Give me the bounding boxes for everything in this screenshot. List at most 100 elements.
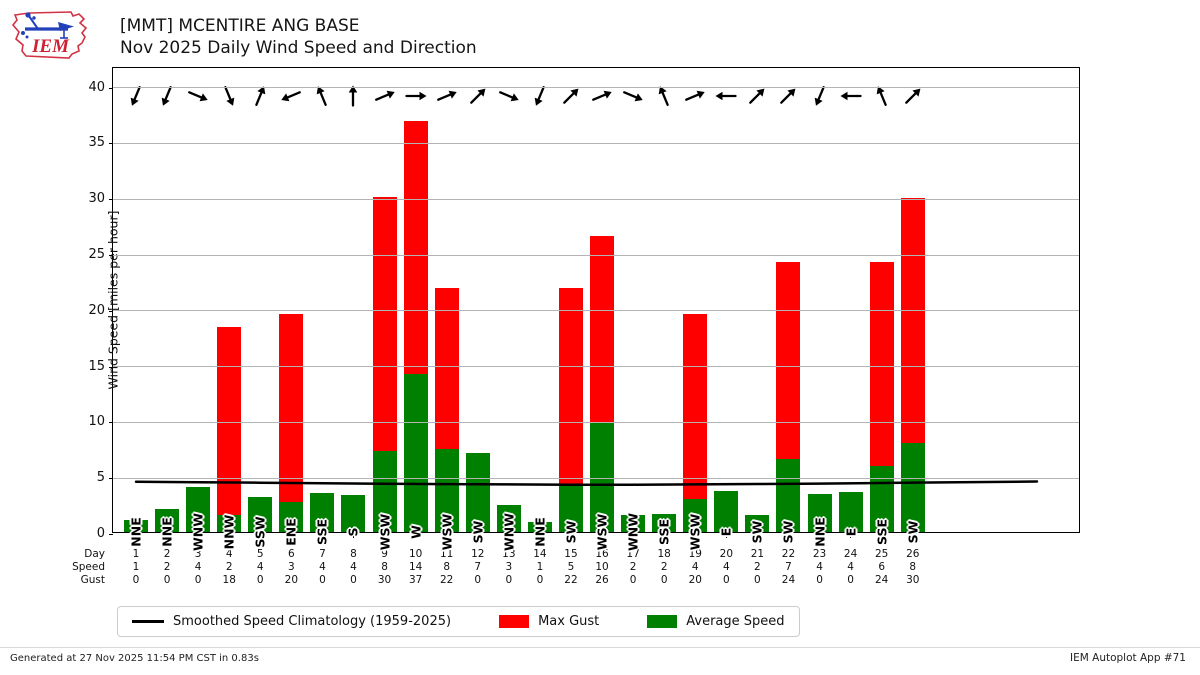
max-gust-swatch bbox=[499, 615, 530, 628]
x-tick-mark bbox=[756, 534, 758, 538]
gridline bbox=[113, 310, 1079, 312]
day-number: 16 bbox=[595, 548, 609, 560]
day-number: 3 bbox=[194, 548, 202, 560]
wind-arrow bbox=[592, 90, 612, 101]
climatology-line-sample bbox=[132, 620, 164, 623]
x-tick-mark bbox=[881, 534, 883, 538]
direction-label: NNW bbox=[221, 514, 237, 550]
avg-speed-bar bbox=[838, 491, 863, 532]
gust-number: 0 bbox=[536, 574, 544, 586]
day-number: 26 bbox=[906, 548, 920, 560]
avg-speed-bar bbox=[217, 515, 242, 532]
speed-number: 4 bbox=[350, 561, 357, 573]
legend-label-max-gust: Max Gust bbox=[538, 614, 600, 629]
day-number: 7 bbox=[319, 548, 326, 560]
y-tick-mark bbox=[109, 143, 113, 145]
x-tick-mark bbox=[290, 534, 292, 538]
gust-number: 0 bbox=[505, 574, 513, 586]
avg-speed-bar bbox=[900, 442, 925, 532]
y-tick-label: 5 bbox=[96, 470, 105, 486]
gridline bbox=[113, 87, 1079, 89]
day-number: 5 bbox=[256, 548, 264, 560]
avg-speed-bar bbox=[807, 494, 832, 532]
gridline bbox=[113, 421, 1079, 423]
x-tick-mark bbox=[850, 534, 852, 538]
wind-arrow bbox=[161, 86, 172, 106]
speed-number: 10 bbox=[595, 561, 609, 573]
day-number: 21 bbox=[750, 548, 765, 560]
gust-number: 22 bbox=[564, 574, 578, 586]
speed-number: 2 bbox=[754, 561, 761, 573]
footer-separator bbox=[0, 647, 1200, 648]
direction-label: SSE bbox=[656, 519, 672, 545]
x-tick-mark bbox=[570, 534, 572, 538]
day-number: 20 bbox=[719, 548, 734, 560]
direction-label: NNE bbox=[159, 517, 175, 547]
max-gust-bar bbox=[279, 314, 304, 532]
speed-number: 4 bbox=[319, 561, 326, 573]
avg-speed-bar bbox=[621, 515, 646, 532]
x-tick-mark bbox=[352, 534, 354, 538]
direction-label: SW bbox=[470, 520, 486, 544]
x-tick-mark bbox=[508, 534, 510, 538]
row-header-day: Day bbox=[84, 548, 105, 560]
iowa-outline bbox=[11, 11, 88, 59]
max-gust-bar bbox=[683, 314, 708, 532]
logo-text: IEM bbox=[31, 36, 70, 57]
direction-label: S bbox=[345, 527, 361, 537]
speed-number: 4 bbox=[722, 561, 730, 573]
day-number: 8 bbox=[350, 548, 357, 560]
gust-number: 30 bbox=[377, 574, 392, 586]
avg-speed-bar bbox=[683, 498, 708, 532]
gust-number: 0 bbox=[660, 574, 668, 586]
wind-arrow bbox=[374, 90, 395, 101]
day-number: 12 bbox=[471, 548, 485, 560]
max-gust-bar bbox=[217, 326, 242, 532]
avg-speed-bar bbox=[776, 459, 801, 532]
direction-label: SW bbox=[905, 520, 921, 544]
gust-number: 0 bbox=[474, 574, 482, 586]
direction-label: WSW bbox=[594, 513, 610, 551]
speed-number: 7 bbox=[785, 561, 792, 573]
gridline bbox=[113, 366, 1079, 368]
speed-number: 8 bbox=[381, 561, 388, 573]
legend-item-max-gust: Max Gust bbox=[499, 614, 599, 629]
day-number: 10 bbox=[408, 548, 423, 560]
x-tick-mark bbox=[384, 534, 386, 538]
speed-number: 3 bbox=[505, 561, 513, 573]
direction-label: WNW bbox=[501, 512, 517, 552]
speed-number: 14 bbox=[408, 561, 423, 573]
speed-number: 4 bbox=[816, 561, 823, 573]
gust-number: 0 bbox=[256, 574, 264, 586]
avg-speed-bar bbox=[310, 492, 335, 532]
iem-logo: IEM bbox=[11, 11, 88, 59]
avg-speed-bar bbox=[372, 450, 397, 532]
day-number: 2 bbox=[163, 548, 171, 560]
wind-arrow bbox=[904, 88, 921, 104]
x-tick-mark bbox=[787, 534, 789, 538]
speed-number: 2 bbox=[660, 561, 668, 573]
wind-arrow bbox=[224, 86, 235, 106]
y-tick-mark bbox=[109, 534, 113, 535]
avg-speed-bar bbox=[745, 515, 770, 532]
x-tick-mark bbox=[601, 534, 603, 538]
gust-number: 0 bbox=[163, 574, 171, 586]
wind-arrow bbox=[814, 86, 825, 106]
generated-timestamp: Generated at 27 Nov 2025 11:54 PM CST in… bbox=[10, 653, 259, 664]
x-tick-mark bbox=[446, 534, 448, 538]
direction-label: WSW bbox=[687, 513, 703, 551]
avg-speed-bar bbox=[341, 495, 366, 532]
avg-speed-bar bbox=[279, 501, 304, 532]
day-number: 25 bbox=[874, 548, 889, 560]
avg-speed-bar bbox=[869, 466, 894, 532]
y-tick-label: 20 bbox=[88, 302, 105, 318]
gust-number: 0 bbox=[350, 574, 357, 586]
speed-number: 2 bbox=[225, 561, 233, 573]
avg-speed-bar bbox=[124, 519, 148, 532]
wind-arrow bbox=[255, 86, 266, 106]
avg-speed-bar bbox=[403, 373, 428, 532]
wind-arrow bbox=[876, 86, 887, 106]
gridline bbox=[113, 254, 1079, 256]
y-tick-label: 35 bbox=[88, 135, 105, 151]
